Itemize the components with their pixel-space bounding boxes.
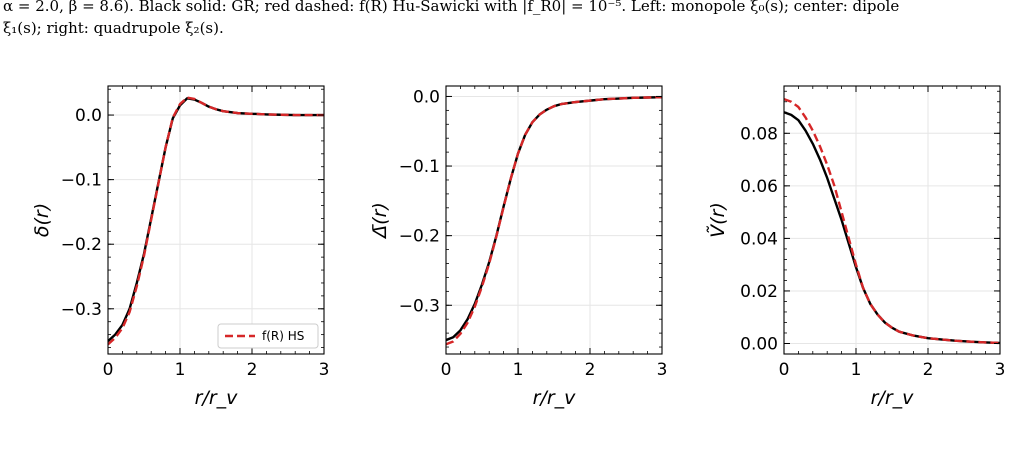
quadrupole-ytick-label: 0.08 <box>740 124 778 144</box>
quadrupole-panel: 0 1 2 3 0.00 0.02 0.04 0.06 0.08 r/r_v Ṽ(r) <box>705 85 1006 409</box>
caption-line-1: α = 2.0, β = 8.6). Black solid: GR; red … <box>3 0 900 15</box>
monopole-panel: 0 1 2 3 −0.3 −0.2 −0.1 0.0 r/r_v δ(r) f(R) HS <box>31 85 330 409</box>
quadrupole-xlabel: r/r_v <box>871 387 915 409</box>
dipole-axes-frame <box>445 85 663 355</box>
quadrupole-ytick-label: 0.04 <box>740 229 778 249</box>
quadrupole-ylabel: Ṽ(r) <box>705 202 729 238</box>
dipole-ylabel: Δ̄(r) <box>369 202 391 240</box>
monopole-series-gr-line <box>108 97 324 342</box>
quadrupole-xtick-label: 3 <box>995 360 1006 380</box>
quadrupole-xtick-label: 1 <box>851 360 862 380</box>
monopole-xtick-label: 3 <box>319 360 330 380</box>
quadrupole-ytick-label: 0.02 <box>740 282 778 302</box>
monopole-ytick-label: −0.1 <box>61 171 102 191</box>
dipole-series-gr-line <box>446 95 662 342</box>
quadrupole-ytick-label: 0.06 <box>740 177 778 197</box>
monopole-xtick-label: 0 <box>103 360 114 380</box>
quadrupole-axes-frame <box>783 85 1001 355</box>
monopole-ytick-label: −0.2 <box>61 235 102 255</box>
caption-line-2: ξ₁(s); right: quadrupole ξ₂(s). <box>3 19 224 37</box>
dipole-xtick-label: 0 <box>441 360 452 380</box>
monopole-xtick-label: 2 <box>247 360 258 380</box>
dipole-ytick-label: −0.2 <box>399 227 440 247</box>
quadrupole-series-fr-hs-line <box>784 98 1000 345</box>
dipole-series-fr-hs-line <box>446 95 662 346</box>
quadrupole-xtick-label: 0 <box>779 360 790 380</box>
monopole-xtick-label: 1 <box>175 360 186 380</box>
monopole-legend: f(R) HS <box>217 323 319 349</box>
legend-box <box>217 323 319 349</box>
quadrupole-ytick-label: 0.00 <box>740 334 778 354</box>
monopole-axes-frame <box>107 85 325 355</box>
legend-label-fr-hs: f(R) HS <box>262 329 304 343</box>
dipole-xtick-label: 3 <box>657 360 668 380</box>
monopole-ytick-label: 0.0 <box>75 106 102 126</box>
monopole-ytick-label: −0.3 <box>61 300 102 320</box>
monopole-ylabel: δ(r) <box>31 203 53 237</box>
dipole-xlabel: r/r_v <box>533 387 577 409</box>
monopole-xlabel: r/r_v <box>195 387 239 409</box>
cropped-glyph-left <box>497 442 503 452</box>
dipole-ytick-label: −0.1 <box>399 157 440 177</box>
quadrupole-xtick-label: 2 <box>923 360 934 380</box>
quadrupole-series-gr-line <box>784 111 1000 345</box>
dipole-ytick-label: 0.0 <box>413 87 440 107</box>
monopole-series-fr-hs-line <box>108 96 324 346</box>
cropped-glyph-right <box>637 442 643 452</box>
dipole-xtick-label: 1 <box>513 360 524 380</box>
dipole-xtick-label: 2 <box>585 360 596 380</box>
dipole-ytick-label: −0.3 <box>399 296 440 316</box>
dipole-panel: 0 1 2 3 −0.3 −0.2 −0.1 0.0 r/r_v Δ̄(r) <box>369 85 668 409</box>
